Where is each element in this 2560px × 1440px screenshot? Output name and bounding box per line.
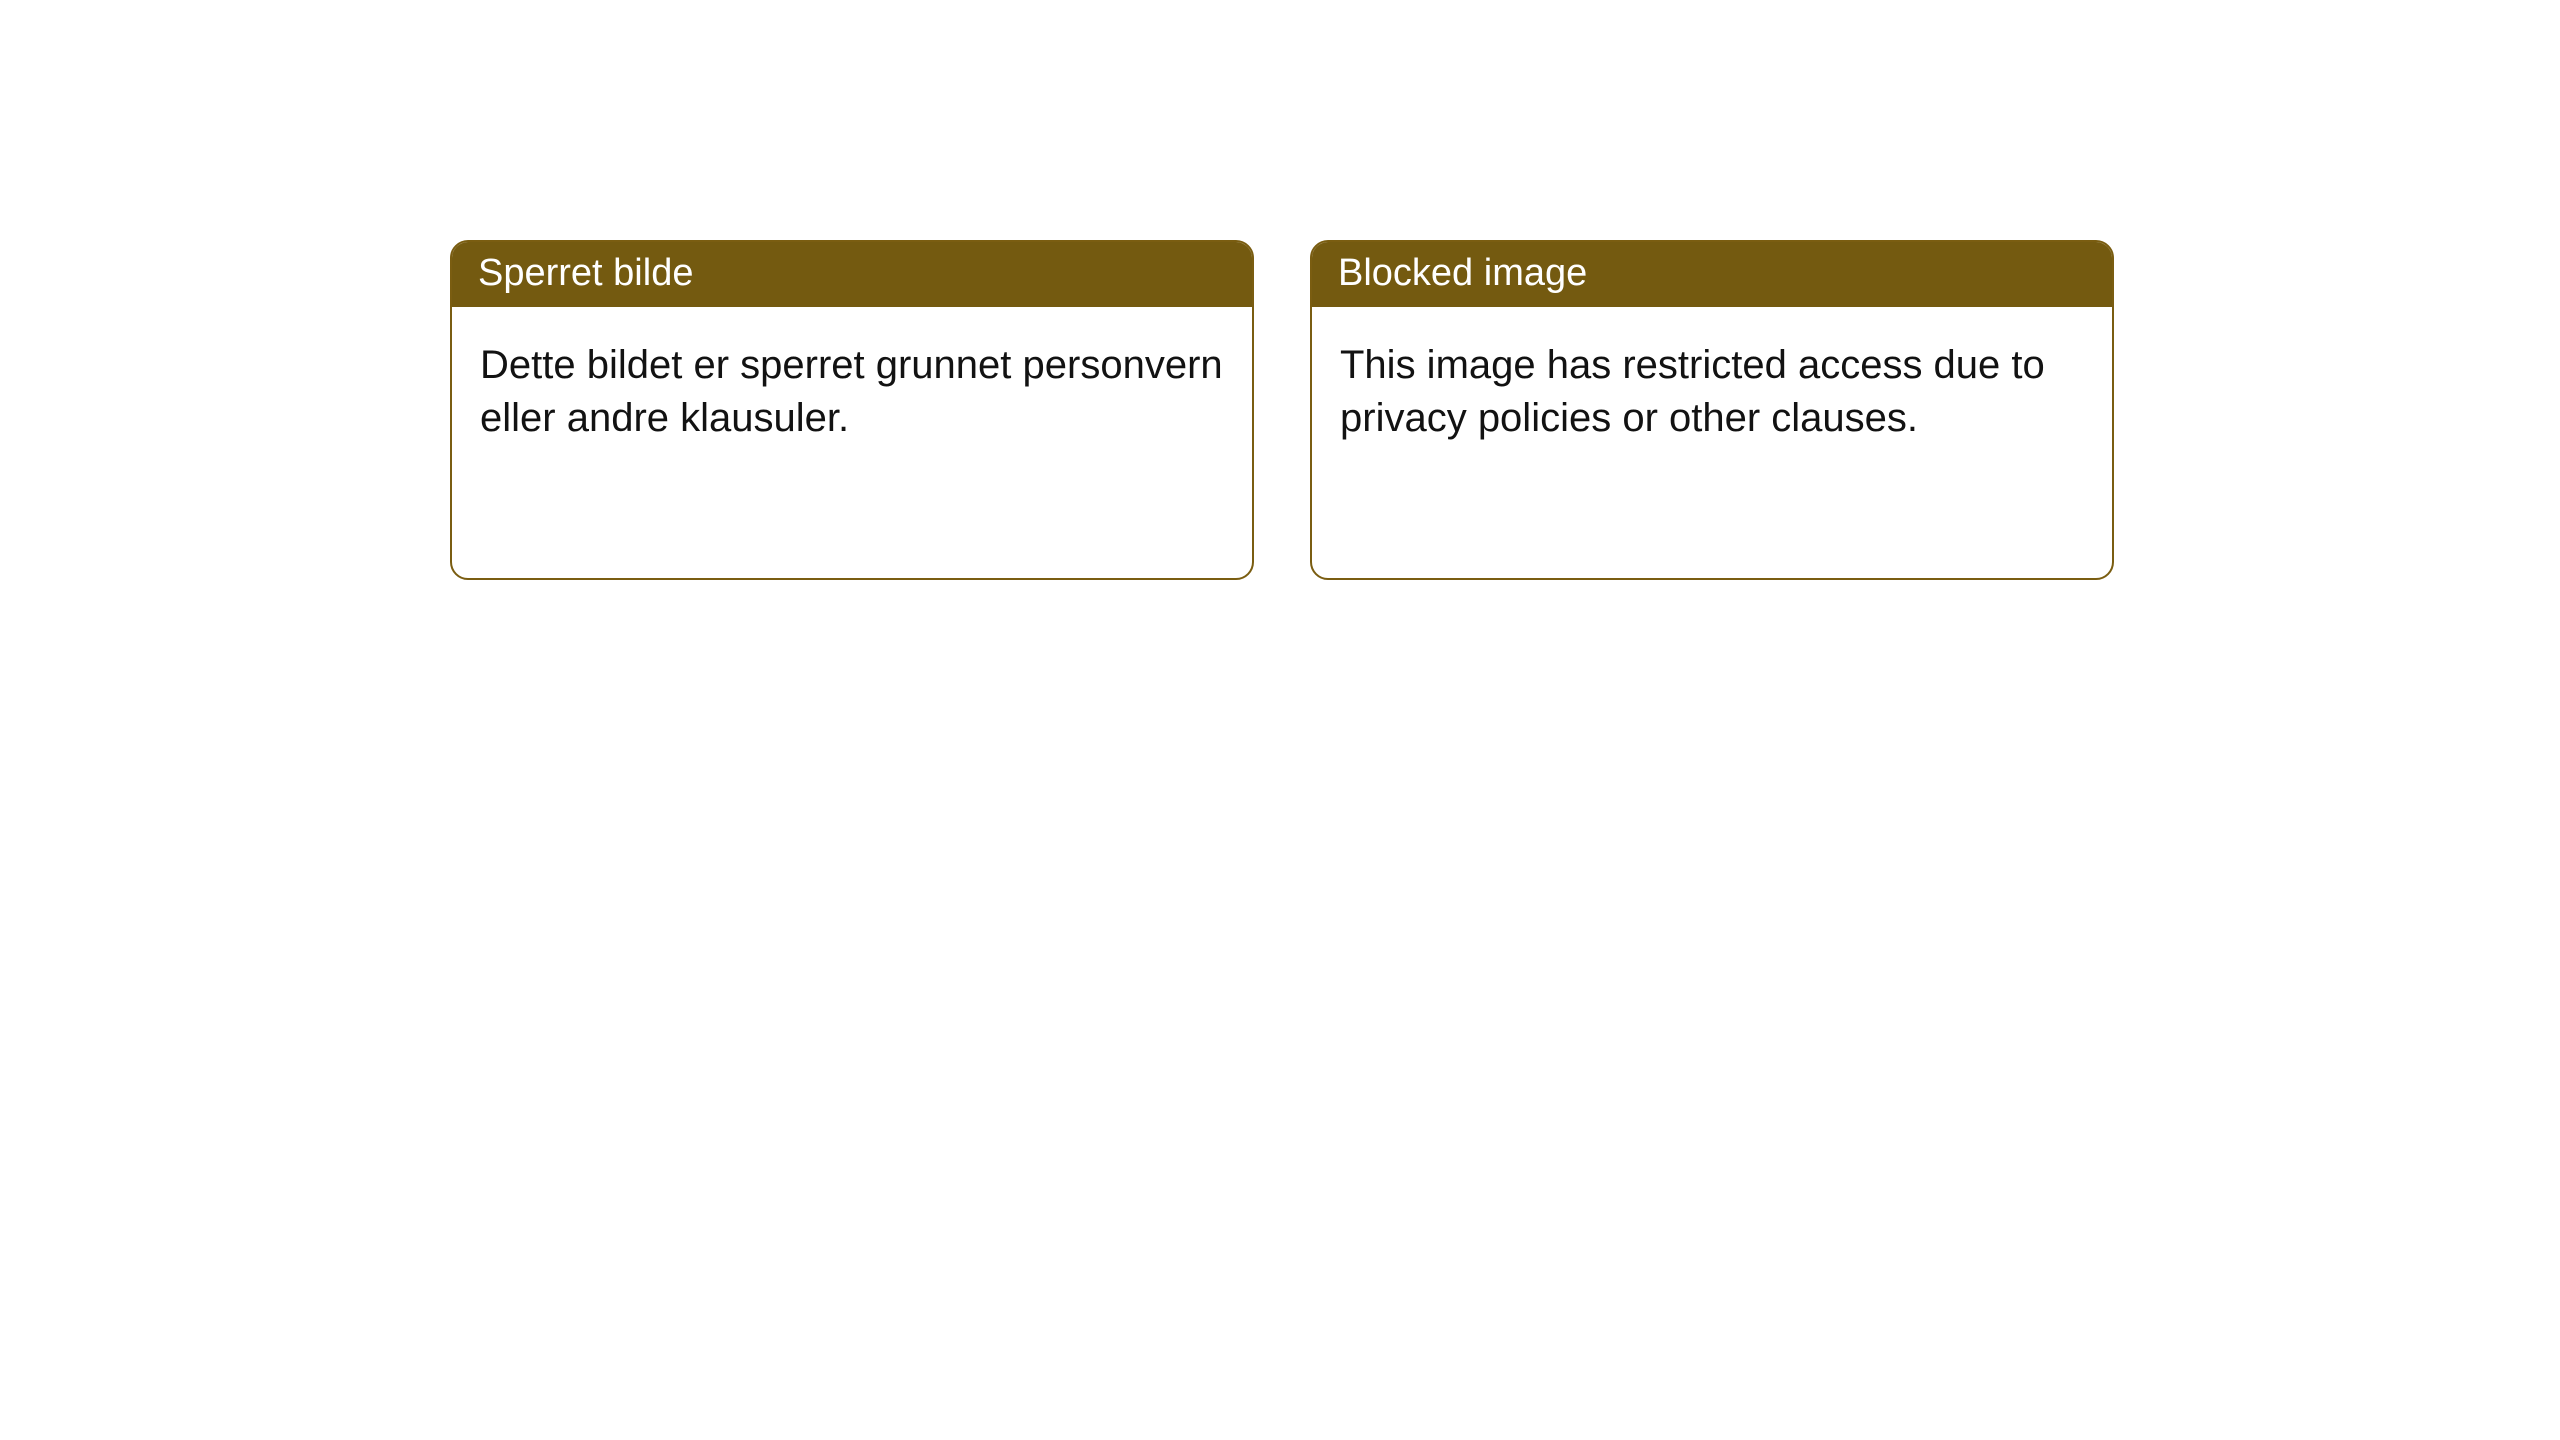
- notice-container: Sperret bilde Dette bildet er sperret gr…: [450, 240, 2114, 580]
- notice-body-text: Dette bildet er sperret grunnet personve…: [480, 343, 1223, 440]
- notice-header-text: Blocked image: [1338, 252, 1587, 294]
- notice-body-text: This image has restricted access due to …: [1340, 343, 2045, 440]
- notice-card-english: Blocked image This image has restricted …: [1310, 240, 2114, 580]
- notice-card-norwegian: Sperret bilde Dette bildet er sperret gr…: [450, 240, 1254, 580]
- notice-header: Sperret bilde: [452, 242, 1252, 307]
- notice-body: Dette bildet er sperret grunnet personve…: [452, 307, 1252, 477]
- notice-header-text: Sperret bilde: [478, 252, 693, 294]
- notice-body: This image has restricted access due to …: [1312, 307, 2112, 477]
- notice-header: Blocked image: [1312, 242, 2112, 307]
